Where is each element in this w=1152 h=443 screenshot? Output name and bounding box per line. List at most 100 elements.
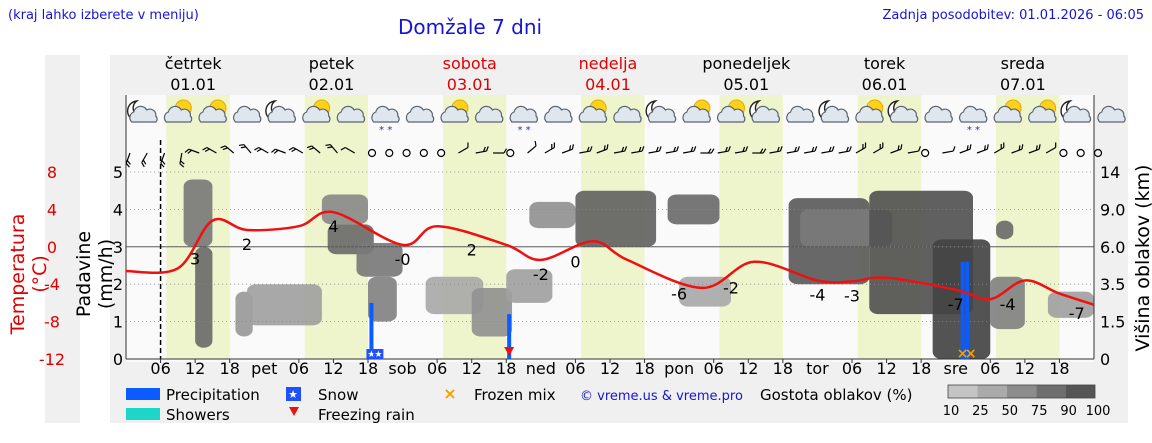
cloud-shape xyxy=(163,105,193,123)
wind-barb-feather xyxy=(142,159,147,165)
wind-barb-feather xyxy=(256,148,262,153)
wind-barb-feather xyxy=(238,143,245,147)
sun-cloud-icon xyxy=(993,99,1022,123)
temperature-tick-label: 8 xyxy=(47,163,57,182)
cloud-icon xyxy=(405,105,435,123)
wind-barb-staff xyxy=(188,148,200,154)
cloud-icon xyxy=(786,105,815,123)
cloud-height-axis-title: Višina oblakov (km) xyxy=(1132,164,1152,352)
wind-barb-icon xyxy=(288,146,304,154)
wind-barb-feather xyxy=(571,144,574,150)
legend-precipitation-swatch xyxy=(126,388,160,400)
temperature-value-label: 2 xyxy=(242,235,252,254)
cloud-scale-label: 10 xyxy=(943,404,960,419)
sun-cloud-icon xyxy=(855,99,884,123)
wind-barb-staff xyxy=(258,146,269,154)
wind-barb-staff xyxy=(890,148,902,154)
wind-barb-icon xyxy=(631,146,645,154)
sun-cloud-icon xyxy=(440,99,469,123)
wind-barb-feather xyxy=(952,146,956,152)
wind-barb-icon xyxy=(683,146,697,154)
wind-barb-feather xyxy=(220,145,226,149)
cloud-scale-swatch xyxy=(948,385,978,398)
x-hour-tick-label: 12 xyxy=(323,359,343,378)
x-hour-tick-label: 12 xyxy=(1015,359,1035,378)
wind-barb-staff xyxy=(160,152,166,164)
snow-cloud-icon: * * xyxy=(959,105,988,136)
cloud-height-tick-label: 3.5 xyxy=(1100,275,1125,294)
location-hint: (kraj lahko izberete v meniju) xyxy=(8,8,199,23)
wind-barb-feather xyxy=(534,140,537,147)
temperature-value-label: -4 xyxy=(1000,295,1016,314)
credit-link[interactable]: © vreme.us & vreme.pro xyxy=(580,389,743,404)
cloud-shape xyxy=(993,105,1022,123)
snow-star-icon: ★ xyxy=(374,350,382,360)
wind-barb-staff xyxy=(179,152,183,164)
wind-barb-feather xyxy=(309,147,315,151)
wind-barb-feather xyxy=(603,145,606,151)
cloud-density-patch xyxy=(247,284,322,326)
wind-barb-feather xyxy=(676,146,679,152)
cloud-shape xyxy=(682,105,711,123)
wind-barb-feather xyxy=(814,146,818,152)
calm-wind-icon xyxy=(1076,148,1085,158)
wind-barb-feather xyxy=(1035,145,1038,151)
cloud-density-patch xyxy=(529,201,576,229)
wind-barb-feather xyxy=(828,146,832,152)
calm-wind-icon xyxy=(419,148,428,158)
wind-barb-feather xyxy=(693,146,697,152)
wind-barb-icon xyxy=(325,143,338,154)
wind-barb-staff xyxy=(838,150,850,154)
wind-barb-icon xyxy=(769,146,783,154)
wind-barb-icon xyxy=(179,152,185,168)
wind-barb-icon xyxy=(493,148,508,154)
wind-barb-feather xyxy=(918,146,921,152)
cloud-scale-label: 100 xyxy=(1086,404,1111,419)
wind-barb-staff xyxy=(475,150,487,154)
wind-barb-icon xyxy=(1011,144,1024,154)
cloud-shape xyxy=(924,105,953,123)
cloud-shape xyxy=(198,105,227,123)
wind-barb-feather xyxy=(202,146,208,151)
wind-barb-feather xyxy=(969,144,972,150)
temperature-axis-title: Temperatura (°C) xyxy=(7,213,51,335)
wind-barb-feather xyxy=(179,163,185,168)
wind-barb-staff xyxy=(458,146,469,154)
wind-barb-staff xyxy=(224,145,235,154)
sun-cloud-icon xyxy=(578,99,608,123)
cloud-scale-swatch xyxy=(1006,385,1037,398)
wind-barb-feather xyxy=(759,148,764,154)
x-hour-tick-label: 06 xyxy=(427,359,447,378)
cloud-density-patch xyxy=(368,276,397,322)
wind-barb-staff xyxy=(769,150,781,154)
wind-barb-feather xyxy=(727,146,731,152)
x-hour-tick-label: 18 xyxy=(496,359,516,378)
precipitation-tick-label: 2 xyxy=(113,275,123,294)
wind-barb-feather xyxy=(589,146,593,152)
wind-barb-staff xyxy=(821,150,833,154)
cloud-shape xyxy=(405,105,435,123)
temperature-tick-label: -4 xyxy=(44,275,60,294)
cloud-shape xyxy=(959,105,988,123)
wind-barb-icon xyxy=(821,146,835,154)
wind-barb-staff xyxy=(613,150,625,154)
temperature-value-label: -7 xyxy=(948,295,964,314)
wind-barb-icon xyxy=(340,146,356,154)
cloud-shape xyxy=(129,105,158,123)
cloud-icon xyxy=(613,105,642,123)
wind-barb-feather xyxy=(776,146,780,152)
cloud-shape xyxy=(371,105,400,123)
snow-star-icon: ★ xyxy=(367,350,375,360)
x-hour-tick-label: 12 xyxy=(185,359,205,378)
moon-cloud-icon xyxy=(645,100,677,123)
wind-barb-staff xyxy=(959,148,971,154)
wind-barb-feather xyxy=(673,146,677,152)
wind-barb-icon xyxy=(475,146,489,154)
precipitation-tick-label: 1 xyxy=(113,313,123,332)
wind-barb-feather xyxy=(900,144,903,150)
x-hour-tick-label: 06 xyxy=(289,359,309,378)
wind-barb-icon xyxy=(238,143,252,154)
wind-barb-feather xyxy=(742,146,746,152)
wind-barb-feather xyxy=(897,145,900,151)
cloud-shape xyxy=(820,105,850,123)
